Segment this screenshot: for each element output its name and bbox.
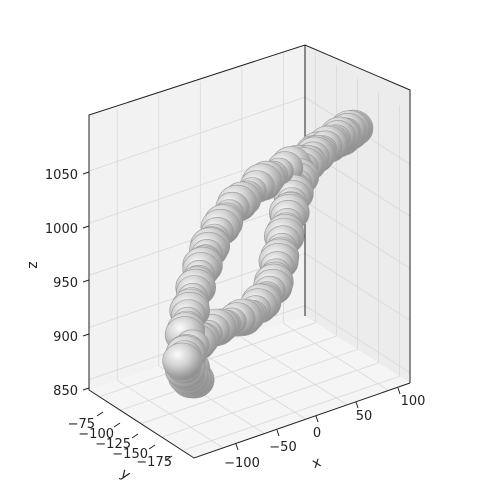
grid-line xyxy=(117,379,223,448)
x-tick-label: −50 xyxy=(269,440,296,455)
grid-line xyxy=(183,375,400,451)
y-axis: −75 −100 −125 −150 −175 y xyxy=(68,411,173,484)
grid-line xyxy=(200,351,306,420)
grid-line xyxy=(283,323,389,391)
z-tick-label: 1050 xyxy=(45,168,78,183)
grid-line xyxy=(162,362,379,438)
x-tick-label: 0 xyxy=(313,426,321,441)
grid-line xyxy=(141,349,358,424)
z-axis: 850 900 950 1000 1050 z xyxy=(25,168,90,399)
y-axis-label: y xyxy=(117,466,133,484)
y-tick-label: −150 xyxy=(112,447,148,462)
x-axis-label: x xyxy=(310,454,323,472)
y-tick-label: −175 xyxy=(136,455,172,470)
x-tick-label: 50 xyxy=(356,409,373,424)
z-tick-label: 950 xyxy=(53,276,78,291)
colon-surface xyxy=(162,109,374,399)
grid-line xyxy=(88,96,306,172)
y-tick-label: −100 xyxy=(78,427,114,442)
x-axis: −100 −50 0 50 100 x xyxy=(224,387,426,472)
x-tick-label: 100 xyxy=(401,394,426,409)
y-tick-label: −125 xyxy=(95,437,131,452)
grid-line xyxy=(120,335,337,411)
z-tick-label: 850 xyxy=(53,384,78,399)
x-tick-label: −100 xyxy=(224,456,260,471)
z-tick-label: 1000 xyxy=(45,222,78,237)
grid-line xyxy=(241,337,348,405)
z-tick-label: 900 xyxy=(53,330,78,345)
floor-pane xyxy=(89,316,410,458)
colon-segment xyxy=(162,342,202,379)
y-tick-label: −75 xyxy=(68,417,95,432)
z-axis-label: z xyxy=(25,261,41,268)
